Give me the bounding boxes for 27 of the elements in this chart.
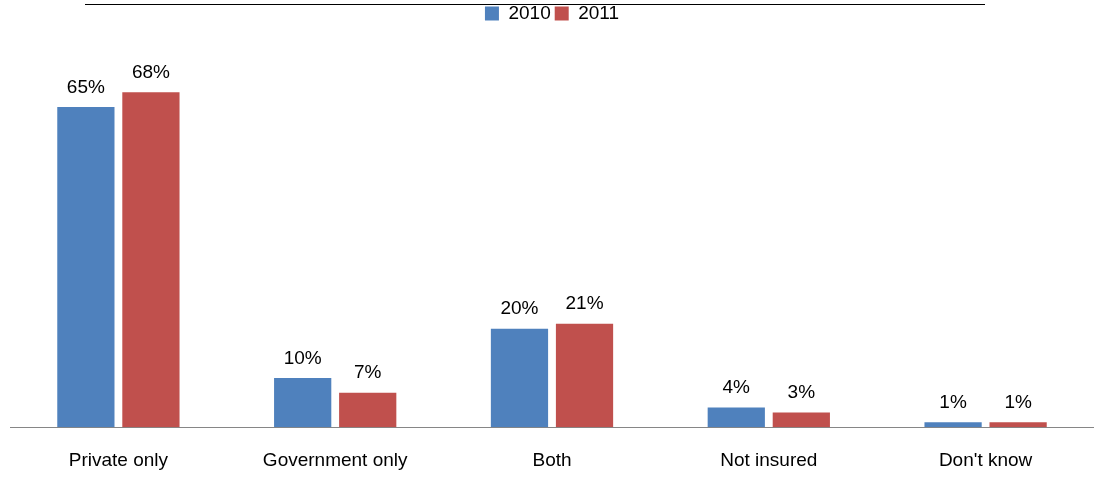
x-tick-label: Government only <box>262 448 409 470</box>
data-label: 21% <box>565 292 604 314</box>
bar <box>989 422 1047 428</box>
data-label: 1% <box>939 391 967 413</box>
bar <box>274 377 332 428</box>
x-tick-label: Don't know <box>938 448 1033 470</box>
bar <box>122 92 180 428</box>
data-label: 7% <box>353 361 382 383</box>
bar <box>772 412 830 428</box>
x-tick-label: Both <box>532 448 572 470</box>
bar <box>339 392 397 428</box>
data-label: 68% <box>131 60 171 82</box>
bar <box>490 328 549 428</box>
data-label: 10% <box>283 346 322 368</box>
bar <box>707 407 765 428</box>
legend-label: 2011 <box>578 1 620 23</box>
bar <box>924 422 982 428</box>
data-label: 65% <box>66 75 105 97</box>
legend-label: 2010 <box>508 1 551 23</box>
bar <box>57 106 115 428</box>
data-label: 3% <box>787 381 816 403</box>
bar <box>555 323 614 428</box>
data-label: 4% <box>722 376 751 398</box>
data-label: 1% <box>1004 391 1032 413</box>
data-label: 20% <box>500 297 539 319</box>
x-tick-label: Private only <box>68 448 169 470</box>
x-tick-label: Not insured <box>720 448 818 470</box>
